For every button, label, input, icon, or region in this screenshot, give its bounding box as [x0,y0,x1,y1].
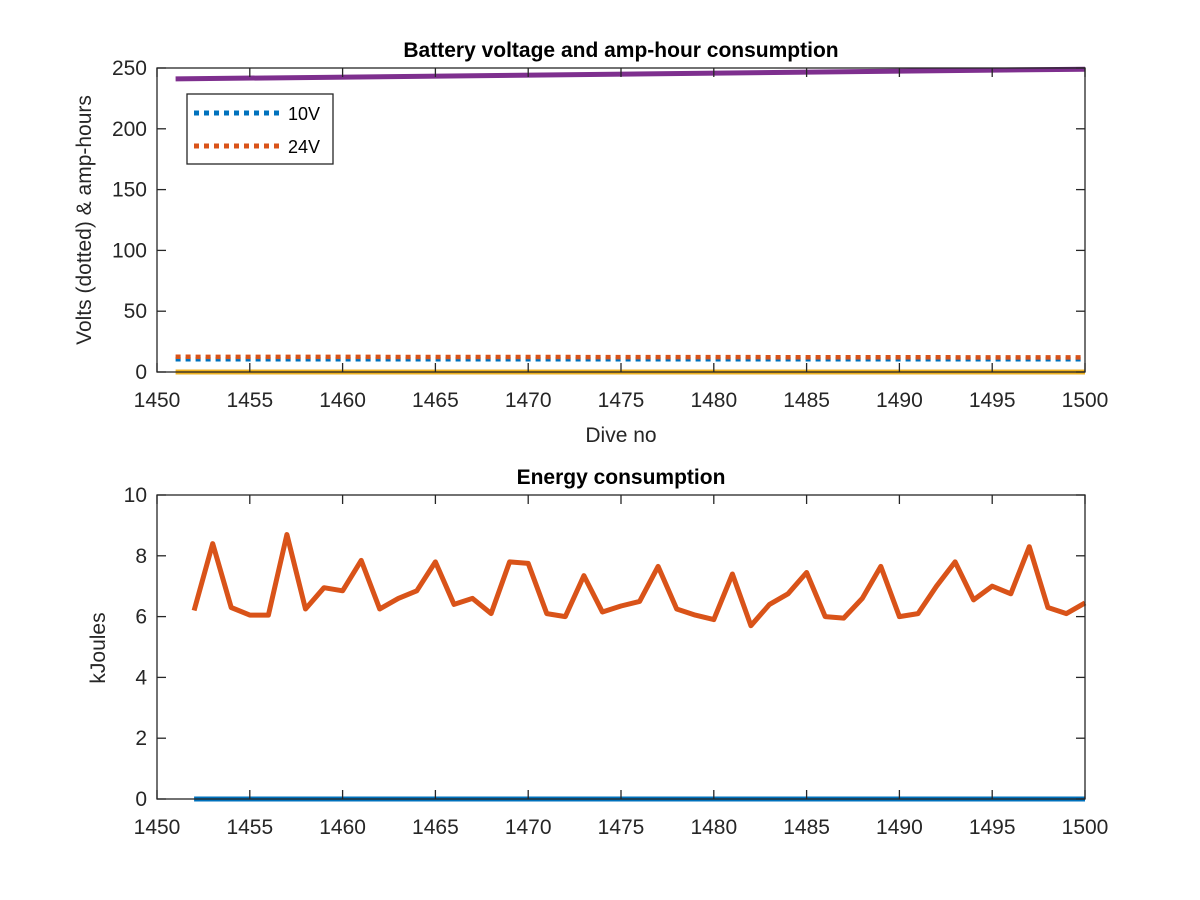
y-tick-label: 50 [124,300,147,323]
x-tick-label: 1455 [226,816,273,839]
y-tick-label: 6 [135,606,147,629]
bottom-chart-x-ticks: 1450 1455 1460 1465 1470 1475 1480 1485 1490 1495… [134,495,1109,839]
x-tick-label: 1490 [876,389,923,412]
top-chart-title: Battery voltage and amp-hour consumption [403,39,838,62]
y-tick-label: 8 [135,545,147,568]
x-tick-label: 1450 [134,389,181,412]
x-tick-label: 1475 [598,816,645,839]
x-tick-label: 1455 [226,389,273,412]
y-tick-label: 100 [112,239,147,262]
top-chart-y-ticks: 0 50 100 150 200 250 [112,57,1085,384]
x-tick-label: 1500 [1062,816,1109,839]
series-line-0-2 [175,66,1086,82]
top-chart-x-axis-label: Dive no [585,424,656,447]
x-tick-label: 1470 [505,816,552,839]
bottom-chart-series [191,532,1087,802]
y-tick-label: 0 [135,788,147,811]
y-tick-label: 10 [124,484,147,507]
y-tick-label: 2 [135,727,147,750]
top-chart-x-ticks: 1450 1455 1460 1465 1470 1475 1480 1485 1490 1495… [134,68,1109,412]
bottom-chart-title: Energy consumption [517,466,726,489]
x-tick-label: 1490 [876,816,923,839]
bottom-chart: Energy consumption 1450 1455 1460 1465 1470 1… [87,466,1108,839]
x-tick-label: 1495 [969,389,1016,412]
bottom-chart-axes-box [156,494,1086,800]
top-chart-y-axis-label: Volts (dotted) & amp-hours [73,95,96,345]
y-tick-label: 150 [112,179,147,202]
top-chart-legend: 10V 24V [186,93,334,165]
bottom-chart-y-axis-label: kJoules [87,612,110,683]
x-tick-label: 1495 [969,816,1016,839]
x-tick-label: 1485 [783,816,830,839]
x-tick-label: 1470 [505,389,552,412]
legend-label-10v: 10V [288,104,320,124]
legend-box [186,93,334,165]
x-tick-label: 1450 [134,816,181,839]
bottom-chart-y-ticks: 0 2 4 6 8 10 [124,484,1085,811]
y-tick-label: 250 [112,57,147,80]
x-tick-label: 1480 [690,389,737,412]
x-tick-label: 1460 [319,389,366,412]
y-tick-label: 4 [135,666,147,689]
top-chart: Battery voltage and amp-hour consumption… [73,39,1108,447]
y-tick-label: 0 [135,361,147,384]
y-tick-label: 200 [112,118,147,141]
x-tick-label: 1485 [783,389,830,412]
x-tick-label: 1500 [1062,389,1109,412]
series-line-1-0 [191,532,1087,629]
x-tick-label: 1465 [412,389,459,412]
x-tick-label: 1460 [319,816,366,839]
legend-label-24v: 24V [288,137,320,157]
x-tick-label: 1475 [598,389,645,412]
x-tick-label: 1480 [690,816,737,839]
x-tick-label: 1465 [412,816,459,839]
series-line-24v [175,354,1086,360]
